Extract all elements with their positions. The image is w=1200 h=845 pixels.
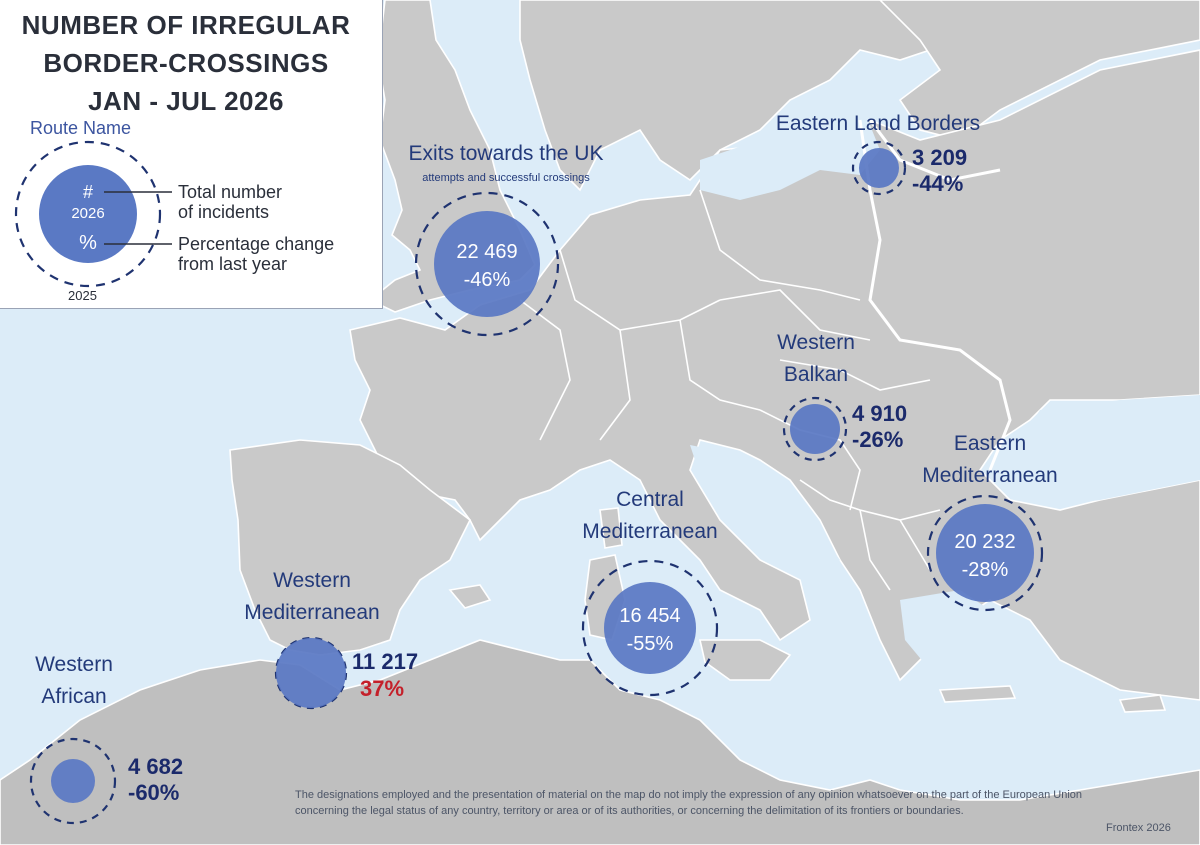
ring-western-balkan (782, 396, 848, 462)
legend-change-label-line-2: from last year (178, 254, 288, 274)
route-name-western-african-line-2: African (41, 685, 107, 708)
land-cyprus (1118, 694, 1167, 713)
land-sicily (698, 639, 792, 681)
route-change-central-med: -55% (626, 633, 674, 655)
map-title-line-2: BORDER-CROSSINGS (43, 48, 329, 78)
bubble-central-med (604, 582, 696, 674)
borders-west (519, 249, 761, 441)
route-change-eastern-land: -44% (912, 171, 964, 196)
map-title: NUMBER OF IRREGULAR BORDER-CROSSINGS JAN… (0, 6, 372, 120)
land-corsica (599, 507, 623, 549)
legend-panel: NUMBER OF IRREGULAR BORDER-CROSSINGS JAN… (0, 0, 383, 309)
legend-symbol (14, 140, 172, 288)
sea-adriatic (690, 445, 840, 580)
sea-baltic (700, 100, 880, 200)
route-change-uk-exits: -46% (463, 269, 511, 291)
route-name-western-med-line-2: Mediterranean (244, 601, 380, 624)
bubble-western-balkan (790, 404, 840, 454)
bubble-eastern-med (936, 504, 1034, 602)
route-total-central-med: 16 454 (619, 605, 681, 627)
land-crete (938, 685, 1017, 703)
legend-change-label-line-1: Percentage change (178, 234, 335, 254)
route-name-eastern-med: Eastern Mediterranean (900, 428, 1080, 492)
borders-central (699, 189, 931, 511)
route-name-eastern-land: Eastern Land Borders (775, 112, 981, 135)
route-total-eastern-land: 3 209 (912, 145, 968, 170)
sea-black (1000, 395, 1200, 505)
route-total-western-med: 11 217 (352, 649, 419, 674)
legend-route-name: Route Name (30, 118, 132, 138)
land-scandinavia (519, 0, 1002, 192)
land-balearic (448, 584, 492, 609)
route-name-uk-exits: Exits towards the UK (408, 142, 604, 165)
ring-eastern-land (851, 140, 907, 196)
route-name-western-balkan-line-2: Balkan (783, 363, 849, 386)
route-name-central-med-line-1: Central (616, 488, 684, 511)
route-name-western-african: Western African (14, 649, 134, 713)
legend-total-label-line-2: of incidents (178, 202, 270, 222)
route-name-western-med: Western Mediterranean (222, 565, 402, 629)
ring-central-med (581, 559, 719, 697)
borders-east (858, 119, 1012, 471)
map-credit: Frontex 2026 (1106, 822, 1171, 834)
legend-ring-year: 2025 (68, 288, 97, 303)
legend-bubble-2026 (39, 165, 137, 263)
legend-symbol-year: 2026 (71, 205, 105, 222)
route-name-western-med-line-1: Western (273, 569, 351, 592)
ring-western-african (29, 737, 117, 825)
legend-total-label-line-1: Total number (178, 182, 283, 202)
route-change-western-balkan: -26% (852, 427, 904, 452)
bubble-uk-exits (434, 211, 540, 317)
legend-change-label: Percentage change from last year (178, 234, 334, 274)
sea-aegean (900, 590, 990, 670)
route-name-western-african-line-1: Western (35, 653, 113, 676)
route-name-eastern-med-line-1: Eastern (953, 432, 1027, 455)
legend-total-label: Total number of incidents (178, 182, 282, 222)
route-name-central-med-line-2: Mediterranean (582, 520, 718, 543)
bubble-western-med (276, 638, 346, 708)
route-change-eastern-med: -28% (961, 559, 1009, 581)
route-total-western-african: 4 682 (128, 754, 184, 779)
legend-symbol-top: # (82, 182, 93, 202)
route-name-western-balkan-line-1: Western (777, 331, 855, 354)
route-name-western-balkan: Western Balkan (765, 327, 867, 391)
bubble-eastern-land (859, 148, 899, 188)
route-name-central-med: Central Mediterranean (560, 484, 740, 548)
map-disclaimer: The designations employed and the presen… (295, 789, 1082, 817)
route-total-eastern-med: 20 232 (954, 531, 1016, 553)
bubble-western-african (51, 759, 95, 803)
route-subtitle-uk-exits: attempts and successful crossings (422, 172, 590, 184)
legend-symbol-bottom: % (79, 232, 97, 254)
legend-ring-2025 (14, 140, 162, 288)
route-name-eastern-med-line-2: Mediterranean (922, 464, 1058, 487)
map-title-line-3: JAN - JUL 2026 (88, 86, 284, 116)
ring-eastern-med (926, 494, 1044, 612)
route-total-uk-exits: 22 469 (456, 241, 518, 263)
route-change-western-med: 37% (360, 676, 405, 701)
borders-balkan (799, 479, 941, 591)
route-change-western-african: -60% (128, 780, 180, 805)
land-iberia (229, 439, 472, 656)
ring-uk-exits (414, 191, 560, 337)
map-title-line-1: NUMBER OF IRREGULAR (21, 10, 351, 40)
route-total-western-balkan: 4 910 (852, 401, 908, 426)
